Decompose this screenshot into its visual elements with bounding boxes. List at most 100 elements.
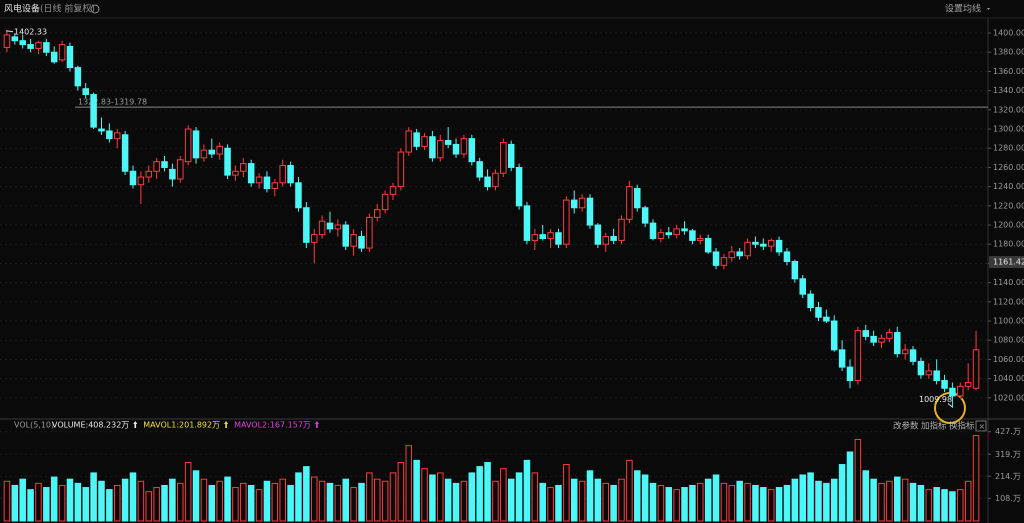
candle-body xyxy=(720,257,728,266)
volume-bar xyxy=(555,484,562,522)
candle-body xyxy=(791,261,799,280)
dropdown-arrow xyxy=(987,8,990,10)
candle-body xyxy=(90,93,97,128)
candle-body xyxy=(11,36,19,42)
candle-body xyxy=(271,182,279,190)
close-icon[interactable]: × xyxy=(979,422,986,431)
candle-body xyxy=(82,88,89,95)
volume-bar xyxy=(925,489,933,522)
indicator-button[interactable]: 换指标 xyxy=(949,421,975,432)
volume-bar xyxy=(113,484,121,522)
candle-body xyxy=(681,228,688,232)
indicator-button[interactable]: 改参数 xyxy=(893,421,919,432)
candle-body xyxy=(649,222,657,239)
volume-bar xyxy=(570,478,578,522)
volume-bar xyxy=(397,461,405,522)
candle-body xyxy=(177,159,184,180)
low-pointer xyxy=(947,403,954,408)
ma-setting[interactable]: 设置均线 xyxy=(945,3,981,15)
volume-bar xyxy=(216,480,223,522)
candle-body xyxy=(397,151,405,188)
candle-body xyxy=(783,251,791,263)
candle-body xyxy=(318,220,326,236)
candle-body xyxy=(342,224,349,247)
y-tick-label: 1340.00 xyxy=(993,86,1024,95)
candle-body xyxy=(58,44,66,61)
volume-bar xyxy=(775,487,783,522)
volume-bar xyxy=(783,484,791,522)
volume-bar xyxy=(578,480,586,522)
indicator-value: MAVOL1:201.892万 xyxy=(143,421,220,430)
close-button[interactable] xyxy=(975,420,987,432)
volume-bar xyxy=(807,472,814,522)
y-tick-label: 427.万 xyxy=(995,427,1021,436)
volume-bar xyxy=(602,482,610,522)
volume-bar xyxy=(66,478,74,522)
volume-bar xyxy=(137,480,145,522)
y-tick-label: 1060.00 xyxy=(993,355,1024,364)
volume-bar xyxy=(720,482,728,522)
candle-body xyxy=(216,145,223,155)
candle-body xyxy=(224,147,231,176)
volume-bar xyxy=(610,484,617,522)
settings-icon[interactable] xyxy=(90,4,100,14)
volume-bar xyxy=(129,472,137,522)
volume-bar xyxy=(381,480,389,522)
y-tick-label: 1040.00 xyxy=(993,374,1024,383)
volume-bar xyxy=(184,461,192,522)
volume-bar xyxy=(830,478,838,522)
indicator-value: VOLUME:408.232万 xyxy=(52,421,129,430)
volume-bar xyxy=(98,480,105,522)
volume-bar xyxy=(373,478,381,522)
candle-body xyxy=(66,45,74,69)
candle-body xyxy=(35,42,42,49)
candle-body xyxy=(894,332,901,355)
candle-body xyxy=(539,234,546,239)
volume-bar xyxy=(815,480,822,522)
candle-body xyxy=(618,218,625,241)
candle-body xyxy=(941,380,948,389)
candle-body xyxy=(665,232,673,236)
y-tick-label: 214.万 xyxy=(995,472,1021,481)
volume-bar xyxy=(224,476,231,522)
y-tick-label: 1360.00 xyxy=(993,67,1024,76)
volume-bar xyxy=(58,484,66,522)
volume-bar xyxy=(232,487,239,522)
candle-body xyxy=(468,138,476,163)
y-tick-label: 1100.00 xyxy=(993,317,1024,326)
volume-bar xyxy=(452,482,460,522)
indicator-arrow xyxy=(133,421,138,428)
volume-bar xyxy=(255,489,263,522)
indicator-title: VOL(5,10) xyxy=(14,421,54,430)
candle-body xyxy=(429,136,436,159)
volume-bar xyxy=(82,487,89,522)
volume-bar xyxy=(161,484,168,522)
candle-body xyxy=(901,349,909,355)
volume-bar xyxy=(870,478,877,522)
volume-bar xyxy=(823,482,830,522)
volume-bar xyxy=(547,487,554,522)
volume-bar xyxy=(121,478,129,522)
indicator-arrow xyxy=(314,421,319,428)
candle-body xyxy=(484,176,491,188)
volume-bar xyxy=(145,491,153,522)
indicator-button[interactable]: 加指标 xyxy=(921,421,947,432)
candle-body xyxy=(523,205,531,241)
volume-bar xyxy=(106,489,113,522)
volume-bar xyxy=(878,482,885,522)
volume-bar xyxy=(334,484,342,522)
candle-body xyxy=(263,176,271,190)
candle-body xyxy=(500,141,507,174)
candle-body xyxy=(673,228,680,236)
y-tick-label: 1020.00 xyxy=(993,393,1024,402)
volume-bar xyxy=(318,480,326,522)
candle-body xyxy=(98,128,105,132)
candle-body xyxy=(476,161,483,178)
candle-body xyxy=(689,230,696,241)
candle-body xyxy=(137,176,145,186)
candle-body xyxy=(200,149,208,159)
volume-bar xyxy=(50,476,58,522)
high-label: 1402.33 xyxy=(14,27,47,36)
